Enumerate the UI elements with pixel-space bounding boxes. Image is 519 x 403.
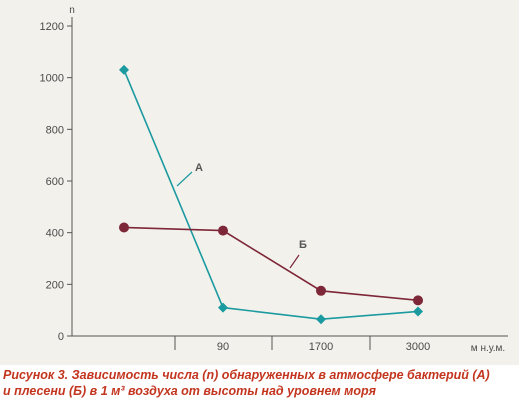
x-axis-label: м н.у.м. (471, 343, 505, 354)
data-point-a (218, 302, 228, 313)
plot-panel (0, 0, 519, 365)
x-tick-label: 3000 (406, 341, 430, 353)
data-point-a (119, 64, 129, 75)
y-tick-label: 600 (46, 176, 64, 188)
figure-caption: Рисунок 3. Зависимость числа (n) обнаруж… (0, 367, 519, 399)
y-tick-label: 1200 (40, 21, 64, 33)
series-a-leader (176, 171, 193, 187)
y-tick-label: 0 (58, 331, 64, 343)
series-line-b (123, 226, 419, 302)
caption-line-2: и плесени (Б) в 1 м³ воздуха от высоты н… (3, 384, 377, 398)
y-tick-label: 800 (46, 124, 64, 136)
y-tick-label: 1000 (40, 73, 64, 85)
series-b-leader (289, 254, 300, 269)
data-point-b (218, 225, 228, 236)
y-axis-label: n (69, 5, 75, 16)
data-point-a (316, 314, 326, 325)
caption-line-1: Рисунок 3. Зависимость числа (n) обнаруж… (3, 368, 490, 382)
series-line-a (123, 69, 419, 321)
line-chart: 0 200 400 600 800 1000 1200 90 1700 3000 n м н.у.м.… (40, 5, 508, 354)
y-tick-label: 200 (46, 279, 64, 291)
x-tick-label: 90 (217, 341, 229, 353)
data-point-b (413, 295, 423, 306)
series-a-label: А (195, 162, 203, 174)
x-tick-label: 1700 (309, 341, 333, 353)
series-b-label: Б (299, 239, 307, 251)
data-point-b (119, 222, 129, 233)
y-tick-label: 400 (46, 228, 64, 240)
data-point-b (316, 285, 326, 296)
data-point-a (413, 306, 423, 317)
